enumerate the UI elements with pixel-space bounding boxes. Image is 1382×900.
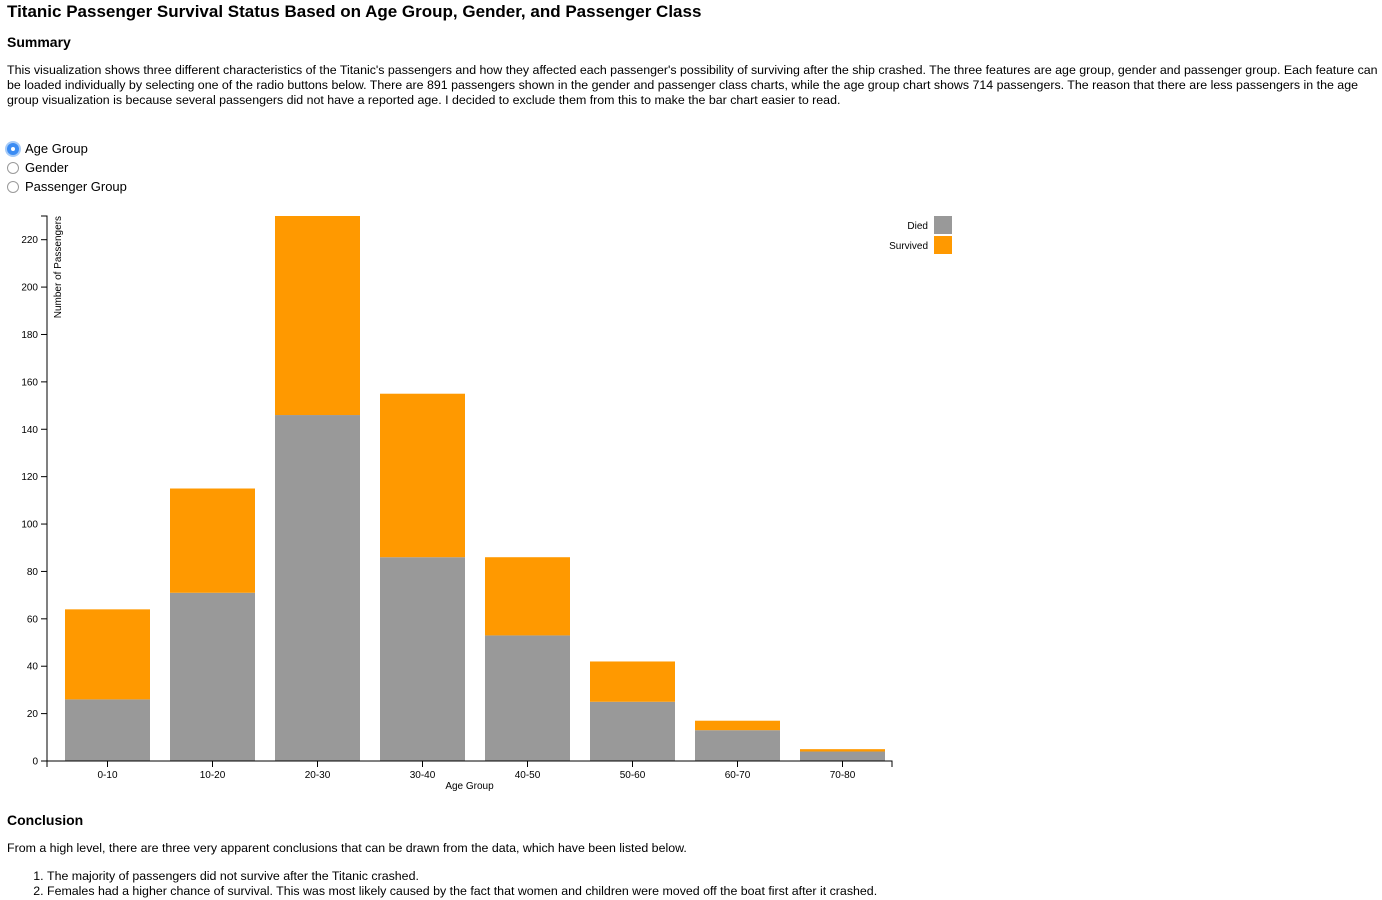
bar-survived-60-70 <box>695 720 780 731</box>
x-tick-label: 50-60 <box>620 770 646 781</box>
y-tick-label: 0 <box>32 757 38 768</box>
x-tick-label: 40-50 <box>515 770 541 781</box>
radio-passenger-group[interactable] <box>7 180 19 193</box>
y-tick-label: 120 <box>21 472 38 483</box>
y-tick-label: 140 <box>21 425 38 436</box>
radio-passenger-group-row[interactable]: Passenger Group <box>7 177 127 196</box>
bar-survived-0-10 <box>65 609 150 700</box>
legend-swatch-survived <box>934 236 952 254</box>
bar-died-40-50 <box>485 635 570 761</box>
radio-age-group-label[interactable]: Age Group <box>25 141 88 156</box>
bar-died-60-70 <box>695 730 780 761</box>
x-tick-label: 60-70 <box>725 770 751 781</box>
radio-age-group[interactable] <box>7 142 19 155</box>
x-tick-label: 0-10 <box>97 770 117 781</box>
y-tick-label: 40 <box>27 662 39 673</box>
x-tick-label: 70-80 <box>830 770 856 781</box>
plot-area: 0 20 40 60 80 100 120 140 160 180 200 220 0-10 10-20 2… <box>21 215 952 792</box>
chart-selector: Age Group Gender Passenger Group <box>7 139 127 196</box>
conclusion-text: From a high level, there are three very … <box>7 841 687 855</box>
legend-label-survived: Survived <box>889 241 928 252</box>
y-tick-label: 220 <box>21 235 38 246</box>
y-tick-label: 20 <box>27 709 39 720</box>
y-axis-line <box>41 215 48 762</box>
x-tick-label: 30-40 <box>410 770 436 781</box>
y-axis-label: Number of Passengers <box>53 216 64 318</box>
summary-text: This visualization shows three different… <box>7 63 1378 107</box>
bar-died-50-60 <box>590 701 675 761</box>
conclusion-item: The majority of passengers did not survi… <box>47 869 877 884</box>
bar-died-70-80 <box>800 751 885 761</box>
conclusion-list: The majority of passengers did not survi… <box>7 869 877 899</box>
radio-age-group-row[interactable]: Age Group <box>7 139 127 158</box>
bar-died-0-10 <box>65 699 150 761</box>
bar-died-20-30 <box>275 415 360 761</box>
y-tick-label: 80 <box>27 567 39 578</box>
survival-bar-chart: 0 20 40 60 80 100 120 140 160 180 200 220 0-10 10-20 2… <box>21 215 952 792</box>
y-tick-label: 100 <box>21 520 38 531</box>
radio-gender-label[interactable]: Gender <box>25 160 69 175</box>
summary-heading: Summary <box>7 34 71 50</box>
legend-swatch-died <box>934 216 952 234</box>
y-tick-label: 60 <box>27 614 39 625</box>
x-axis-label: Age Group <box>445 781 494 792</box>
bar-died-10-20 <box>170 592 255 761</box>
bar-survived-70-80 <box>800 749 885 752</box>
x-tick-label: 10-20 <box>200 770 226 781</box>
conclusion-heading: Conclusion <box>7 812 84 828</box>
radio-gender-row[interactable]: Gender <box>7 158 127 177</box>
radio-gender[interactable] <box>7 161 19 174</box>
x-tick-label: 20-30 <box>305 770 331 781</box>
y-tick-label: 200 <box>21 283 38 294</box>
y-tick-label: 180 <box>21 330 38 341</box>
bar-survived-30-40 <box>380 393 465 558</box>
bar-died-30-40 <box>380 557 465 761</box>
bar-survived-50-60 <box>590 661 675 702</box>
y-tick-label: 160 <box>21 377 38 388</box>
page-title: Titanic Passenger Survival Status Based … <box>7 2 702 21</box>
bar-survived-20-30 <box>275 216 360 416</box>
bar-survived-40-50 <box>485 557 570 636</box>
legend-label-died: Died <box>907 221 928 232</box>
radio-passenger-group-label[interactable]: Passenger Group <box>25 179 127 194</box>
conclusion-item: Females had a higher chance of survival.… <box>47 884 877 899</box>
x-axis-line <box>46 760 893 767</box>
bar-survived-10-20 <box>170 488 255 593</box>
